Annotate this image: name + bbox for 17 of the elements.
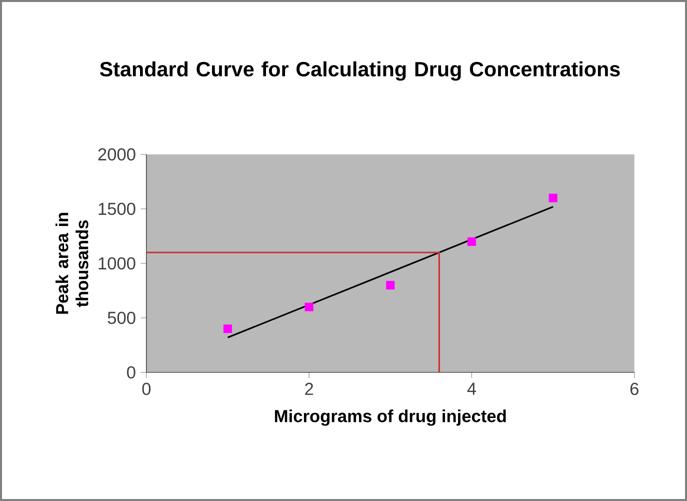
y-tick-label: 1500 [98, 202, 136, 216]
y-tick-label: 0 [127, 366, 136, 379]
y-tick-label: 500 [108, 312, 136, 324]
x-axis-title: Micrograms of drug injected [275, 410, 506, 426]
y-tick-label: 2000 [98, 148, 136, 161]
x-tick-label: 4 [467, 382, 476, 395]
x-tick-label: 0 [142, 382, 151, 396]
point [304, 302, 314, 312]
point [467, 237, 476, 246]
chart-title: Standard Curve for Calculating Drug Concentrations [100, 61, 620, 81]
x-tick-label: 2 [305, 382, 313, 395]
point [223, 324, 232, 334]
point [386, 280, 395, 290]
y-axis-title: Peak area in thousands [56, 212, 88, 314]
point [548, 194, 558, 202]
x-tick-label: 6 [630, 382, 638, 396]
y-tick-label: 1000 [98, 257, 136, 270]
